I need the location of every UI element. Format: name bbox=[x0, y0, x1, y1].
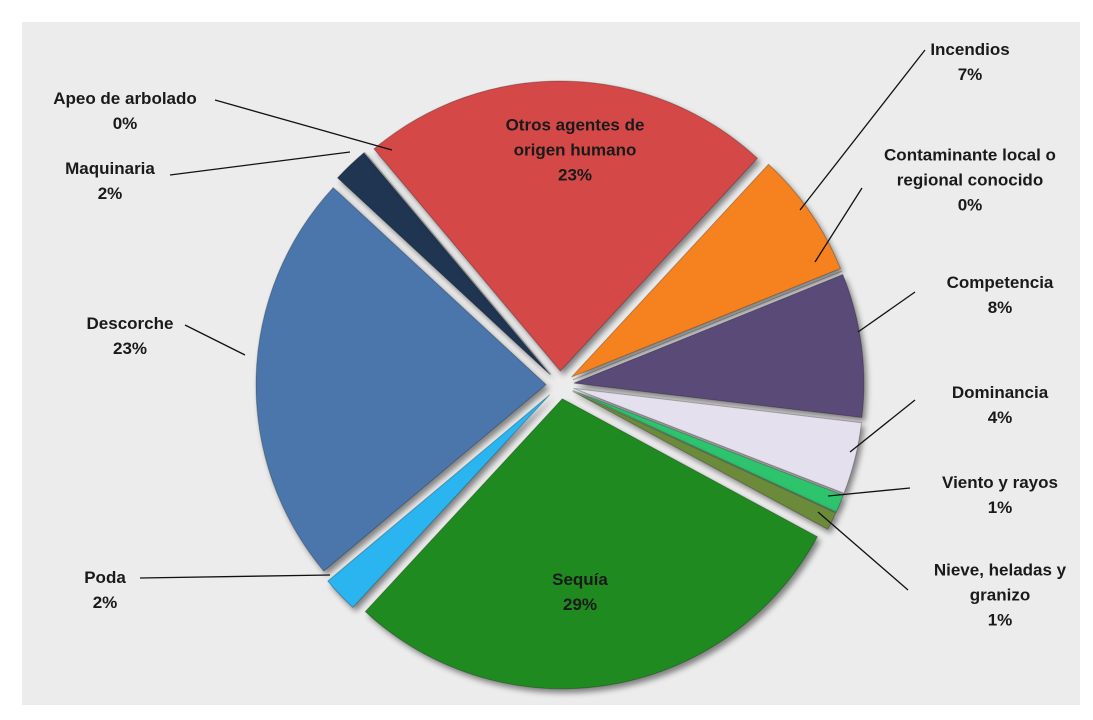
leader-line bbox=[814, 187, 863, 263]
leader-line bbox=[214, 99, 393, 151]
leader-line bbox=[799, 49, 926, 211]
leader-line bbox=[849, 399, 916, 453]
pie-slice bbox=[364, 398, 819, 690]
value-label: 2% bbox=[92, 593, 118, 612]
slice-label: Viento y rayos 1% bbox=[900, 470, 1093, 520]
slice-label: Contaminante local o regional conocido 0% bbox=[870, 143, 1070, 218]
slice-label: Maquinaria 2% bbox=[10, 156, 210, 206]
pie-slice bbox=[255, 186, 547, 572]
leader-line bbox=[817, 511, 909, 591]
pie-slice bbox=[573, 387, 863, 494]
category-label: Maquinaria bbox=[65, 159, 155, 178]
leader-line bbox=[827, 487, 911, 497]
value-label: 0% bbox=[112, 114, 138, 133]
value-label: 29% bbox=[562, 595, 598, 614]
pie-slice bbox=[336, 152, 551, 376]
value-label: 1% bbox=[987, 610, 1013, 630]
category-label: Viento y rayos bbox=[942, 473, 1058, 492]
category-label: Otros agentes de origen humano bbox=[505, 115, 645, 160]
pie-slice bbox=[573, 273, 865, 419]
value-label: 8% bbox=[987, 298, 1013, 317]
slice-label: Poda 2% bbox=[5, 565, 205, 615]
value-label: 0% bbox=[957, 195, 983, 215]
slice-label: Competencia 8% bbox=[900, 270, 1093, 320]
slice-label: Descorche 23% bbox=[30, 311, 230, 361]
category-label: Apeo de arbolado bbox=[53, 89, 197, 108]
pie-slice bbox=[572, 390, 844, 513]
value-label: 23% bbox=[557, 165, 593, 185]
slice-label: Apeo de arbolado 0% bbox=[25, 86, 225, 136]
category-label: Competencia bbox=[946, 273, 1054, 292]
slice-label: Nieve, heladas y granizo 1% bbox=[913, 558, 1088, 633]
value-label: 7% bbox=[957, 65, 983, 84]
leader-line bbox=[184, 324, 246, 356]
slice-label: Incendios 7% bbox=[870, 37, 1070, 87]
pie-slice bbox=[572, 270, 843, 381]
category-label: Sequía bbox=[552, 570, 608, 589]
pie-slice bbox=[373, 80, 759, 372]
leader-line bbox=[139, 574, 331, 579]
category-label: Incendios bbox=[930, 40, 1010, 59]
pie-slice bbox=[571, 163, 842, 378]
slice-label: Dominancia 4% bbox=[900, 380, 1093, 430]
value-label: 2% bbox=[97, 184, 123, 203]
slice-label: Sequía 29% bbox=[495, 567, 665, 617]
category-label: Nieve, heladas y granizo bbox=[933, 560, 1067, 605]
pie-slice bbox=[572, 390, 837, 530]
value-label: 23% bbox=[112, 339, 148, 358]
slice-label: Otros agentes de origen humano 23% bbox=[490, 113, 660, 188]
pie-slice bbox=[327, 394, 551, 609]
leader-line bbox=[857, 291, 916, 333]
category-label: Contaminante local o regional conocido bbox=[884, 145, 1056, 190]
category-label: Poda bbox=[84, 568, 126, 587]
value-label: 1% bbox=[987, 498, 1013, 517]
category-label: Dominancia bbox=[951, 383, 1049, 402]
value-label: 4% bbox=[987, 408, 1013, 427]
category-label: Descorche bbox=[86, 314, 174, 333]
leader-line bbox=[169, 151, 351, 176]
